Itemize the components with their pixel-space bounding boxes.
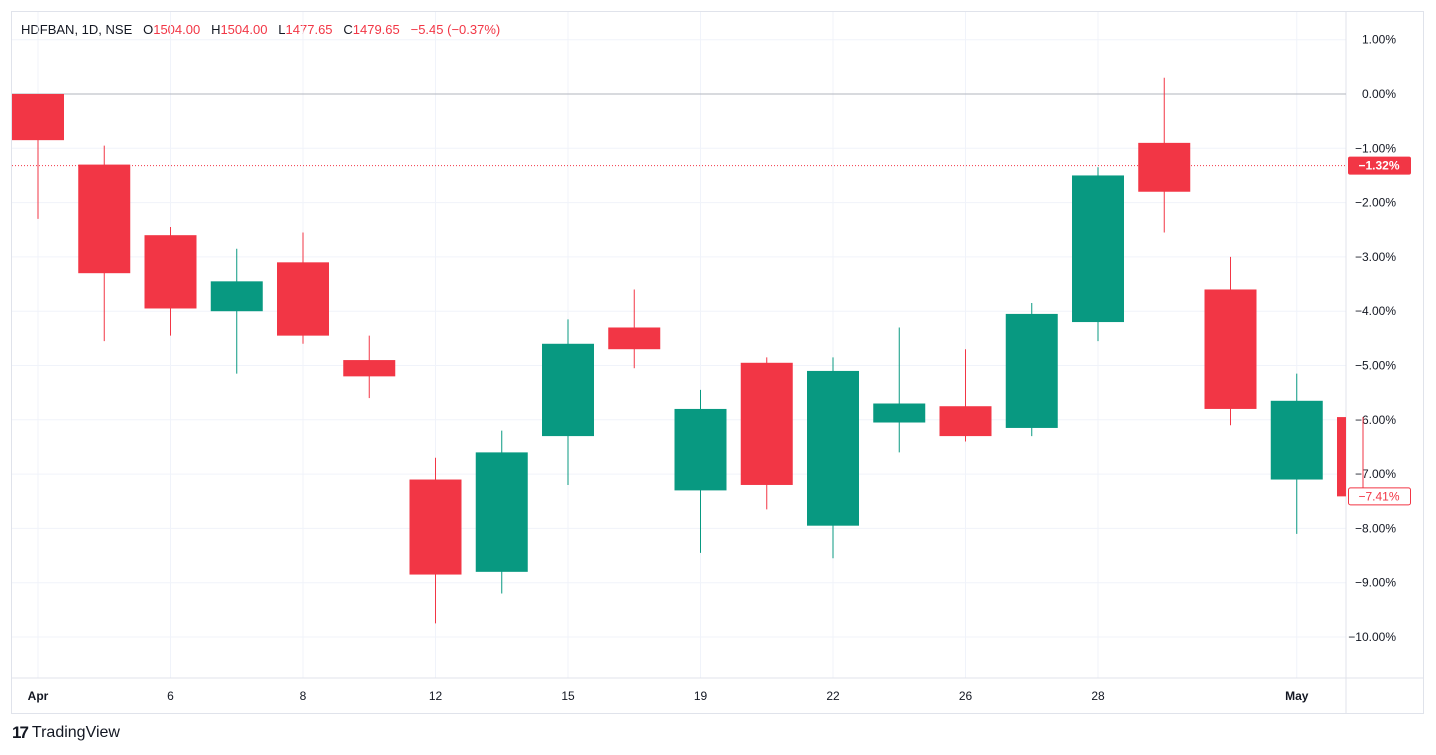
y-tick-label: −2.00% (1355, 196, 1396, 210)
y-tick-label: 1.00% (1362, 33, 1396, 47)
y-tick-label: −3.00% (1355, 250, 1396, 264)
price-line-badge (1348, 156, 1411, 175)
y-tick-label: −8.00% (1355, 521, 1396, 535)
candle-body (144, 235, 197, 309)
chart-frame (11, 11, 1424, 714)
y-tick-label: −10.00% (1348, 630, 1396, 644)
candle-body (343, 360, 396, 377)
candle-body (740, 362, 793, 485)
x-tick-label: 6 (167, 689, 174, 703)
candle-body (807, 370, 859, 526)
candle-body (1204, 289, 1257, 409)
open-value: 1504.00 (153, 22, 201, 37)
y-tick-label: −9.00% (1355, 576, 1396, 590)
symbol-name[interactable]: HDFBAN, 1D, NSE (21, 22, 133, 37)
candle-body (608, 327, 661, 350)
candle-body (1138, 142, 1191, 192)
y-tick-label: −6.00% (1355, 413, 1396, 427)
x-tick-label: 28 (1091, 689, 1105, 703)
candle-body (873, 403, 926, 423)
price-line-badge-text: −1.32% (1358, 159, 1399, 173)
candle-body (1005, 313, 1058, 428)
x-tick-label: 19 (694, 689, 708, 703)
tradingview-logo-icon: 17 (12, 723, 29, 742)
candle-body (1337, 417, 1346, 497)
candle-body (210, 281, 263, 312)
open-label: O (143, 22, 154, 37)
candle-body (78, 164, 131, 274)
tradingview-logo-text: TradingView (31, 724, 120, 741)
high-label: H (211, 22, 221, 37)
x-tick-label: 8 (300, 689, 307, 703)
y-tick-label: −1.00% (1355, 141, 1396, 155)
candle-body (12, 94, 64, 141)
last-value-badge-text: −7.41% (1358, 489, 1399, 503)
y-tick-label: 0.00% (1362, 87, 1396, 101)
x-tick-label: 22 (826, 689, 840, 703)
y-tick-label: −5.00% (1355, 359, 1396, 373)
high-value: 1504.00 (220, 22, 268, 37)
close-value: 1479.65 (352, 22, 400, 37)
candle-body (674, 408, 727, 491)
y-tick-label: −4.00% (1355, 304, 1396, 318)
low-value: 1477.65 (285, 22, 333, 37)
low-label: L (278, 22, 286, 37)
symbol-header: HDFBAN, 1D, NSE O1504.00 H1504.00 L1477.… (21, 22, 500, 37)
x-tick-label: 15 (561, 689, 575, 703)
x-tick-label: 12 (429, 689, 443, 703)
candle-body (277, 262, 329, 336)
tradingview-logo[interactable]: 17 TradingView (12, 723, 120, 743)
x-tick-label: May (1285, 689, 1309, 703)
x-tick-label: Apr (28, 689, 49, 703)
last-value-badge (1348, 487, 1411, 506)
x-tick-label: 26 (959, 689, 973, 703)
y-tick-label: −7.00% (1355, 467, 1396, 481)
close-label: C (343, 22, 353, 37)
candle-body (939, 406, 992, 437)
candle-body (542, 343, 594, 437)
change-value: −5.45 (−0.37%) (410, 22, 501, 37)
candle-body (1072, 175, 1124, 323)
candle-body (1270, 400, 1323, 480)
candle-body (409, 479, 462, 575)
candle-body (475, 452, 528, 572)
